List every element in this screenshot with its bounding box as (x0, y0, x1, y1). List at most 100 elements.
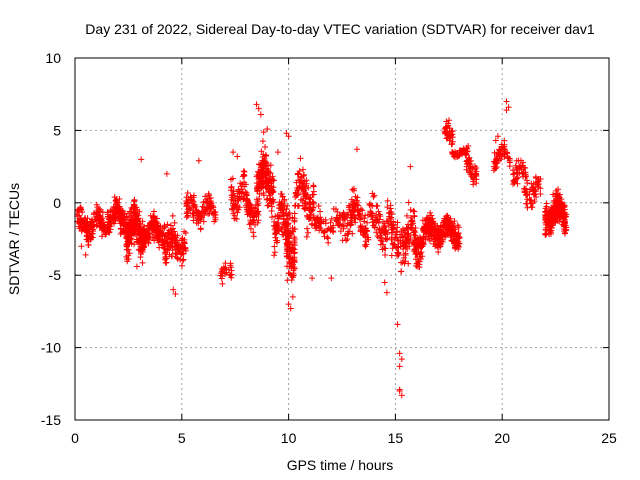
data-point (285, 270, 292, 277)
data-point (394, 321, 401, 328)
data-point (284, 202, 291, 209)
data-point (330, 228, 337, 235)
data-point (354, 208, 361, 215)
data-point (301, 171, 308, 178)
data-point (434, 222, 441, 229)
data-point (255, 168, 262, 175)
data-point (472, 170, 479, 177)
data-point (533, 194, 540, 201)
data-point (503, 107, 510, 114)
data-point (556, 191, 563, 198)
data-point (114, 209, 121, 216)
data-point (269, 187, 276, 194)
data-point (208, 204, 215, 211)
data-point (402, 229, 409, 236)
data-point (171, 239, 178, 246)
data-point (262, 143, 269, 150)
data-point (266, 176, 273, 183)
data-point (423, 214, 430, 221)
data-point (231, 215, 238, 222)
data-point (113, 196, 120, 203)
data-point (553, 190, 560, 197)
data-point (449, 128, 456, 135)
data-point (131, 197, 138, 204)
data-point (473, 165, 480, 172)
data-point (164, 247, 171, 254)
data-point (462, 151, 469, 158)
data-point (405, 221, 412, 228)
data-point (325, 225, 332, 232)
data-point (95, 213, 102, 220)
data-point (456, 240, 463, 247)
data-point (183, 214, 190, 221)
y-axis-label: SDTVAR / TECUs (6, 183, 22, 295)
data-point (118, 216, 125, 223)
data-point (127, 226, 134, 233)
data-point (371, 224, 378, 231)
data-point (227, 260, 234, 267)
data-point (494, 155, 501, 162)
data-point (426, 237, 433, 244)
data-point (551, 215, 558, 222)
data-point (295, 189, 302, 196)
data-point (510, 177, 517, 184)
y-tick-label: -15 (41, 412, 61, 428)
chart-title: Day 231 of 2022, Sidereal Day-to-day VTE… (85, 21, 595, 37)
data-point (159, 225, 166, 232)
data-point (289, 224, 296, 231)
data-point (455, 230, 462, 237)
data-point (75, 223, 82, 230)
data-point (370, 193, 377, 200)
data-point (382, 251, 389, 258)
data-point (520, 173, 527, 180)
data-point (273, 230, 280, 237)
data-point (190, 194, 197, 201)
data-point (552, 212, 559, 219)
data-point (435, 248, 442, 255)
data-point (295, 170, 302, 177)
data-point (304, 225, 311, 232)
data-point (271, 249, 278, 256)
data-point (291, 218, 298, 225)
data-point (397, 237, 404, 244)
data-point (191, 202, 198, 209)
data-point (394, 229, 401, 236)
data-point (164, 221, 171, 228)
data-point (149, 221, 156, 228)
data-point (519, 170, 526, 177)
data-point (432, 228, 439, 235)
data-point (124, 234, 131, 241)
data-point (388, 236, 395, 243)
data-point (284, 263, 291, 270)
data-points (74, 98, 570, 399)
data-point (211, 218, 218, 225)
data-point (131, 225, 138, 232)
data-point (398, 233, 405, 240)
data-point (131, 209, 138, 216)
data-point (398, 268, 405, 275)
data-point (301, 178, 308, 185)
data-point (445, 117, 452, 124)
data-point (293, 179, 300, 186)
data-point (303, 233, 310, 240)
data-point (166, 230, 173, 237)
data-point (123, 228, 130, 235)
data-point (289, 293, 296, 300)
data-point (522, 191, 529, 198)
data-point (362, 238, 369, 245)
data-point (490, 167, 497, 174)
y-tick-labels: -15 -10 -5 0 5 10 (41, 50, 61, 428)
data-point (231, 212, 238, 219)
data-point (302, 185, 309, 192)
data-point (306, 196, 313, 203)
data-point (190, 217, 197, 224)
data-point (294, 185, 301, 192)
data-point (253, 101, 260, 108)
data-point (199, 203, 206, 210)
data-point (287, 305, 294, 312)
data-point (361, 218, 368, 225)
data-point (383, 236, 390, 243)
data-point (286, 229, 293, 236)
x-tick-label: 25 (601, 430, 617, 446)
data-point (411, 212, 418, 219)
